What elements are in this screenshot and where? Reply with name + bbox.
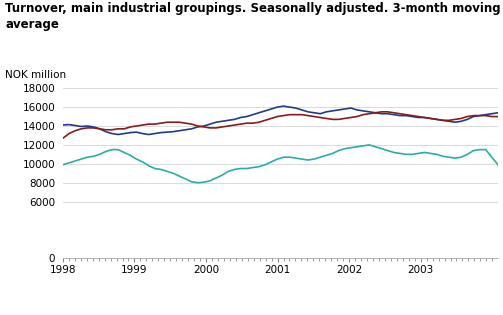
Consumer goods [336, 117, 342, 121]
Consumer goods [305, 114, 311, 117]
Intermediate goods [317, 112, 323, 116]
Line: Intermediate goods: Intermediate goods [63, 106, 498, 135]
Capital goods [495, 163, 501, 167]
Intermediate goods [115, 133, 121, 136]
Capital goods [360, 144, 366, 148]
Capital goods [470, 149, 476, 152]
Intermediate goods [348, 106, 354, 110]
Capital goods [213, 176, 219, 180]
Capital goods [311, 157, 317, 161]
Consumer goods [354, 115, 360, 118]
Intermediate goods [495, 111, 501, 115]
Consumer goods [207, 126, 213, 130]
Legend: Intermediate goods, Capital goods, Consumer goods: Intermediate goods, Capital goods, Consu… [74, 311, 443, 315]
Capital goods [366, 143, 372, 147]
Consumer goods [164, 120, 170, 124]
Text: Turnover, main industrial groupings. Seasonally adjusted. 3-month moving
average: Turnover, main industrial groupings. Sea… [5, 2, 500, 31]
Intermediate goods [281, 104, 287, 108]
Consumer goods [60, 136, 66, 140]
Intermediate goods [213, 120, 219, 124]
Intermediate goods [127, 131, 133, 135]
Consumer goods [121, 127, 127, 131]
Capital goods [342, 147, 348, 151]
Capital goods [121, 151, 127, 154]
Consumer goods [379, 110, 385, 114]
Intermediate goods [470, 115, 476, 118]
Capital goods [60, 163, 66, 167]
Capital goods [195, 181, 201, 185]
Intermediate goods [60, 123, 66, 127]
Consumer goods [495, 115, 501, 118]
Line: Consumer goods: Consumer goods [63, 112, 498, 138]
Intermediate goods [366, 110, 372, 114]
Line: Capital goods: Capital goods [63, 145, 498, 183]
Text: NOK million: NOK million [5, 70, 66, 80]
